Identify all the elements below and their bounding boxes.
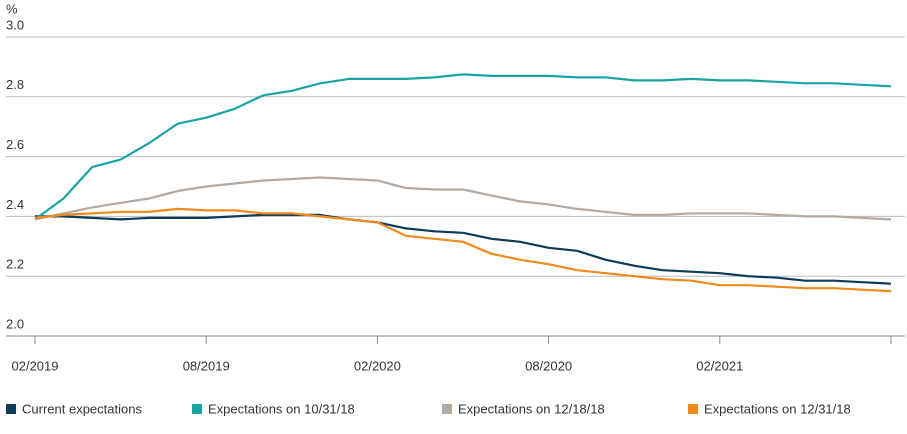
series-line — [35, 213, 892, 285]
y-tick-label: 2.6 — [6, 137, 24, 152]
series-line — [34, 73, 892, 221]
x-tick-label: 08/2020 — [525, 358, 572, 373]
legend-swatch — [688, 404, 698, 414]
y-tick-label: 2.0 — [6, 316, 24, 331]
legend-label: Expectations on 12/31/18 — [704, 401, 851, 416]
y-tick-label: 2.8 — [6, 77, 24, 92]
legend-swatch — [6, 404, 16, 414]
legend-label: Expectations on 10/31/18 — [208, 401, 355, 416]
x-tick-label: 02/2021 — [696, 358, 743, 373]
legend-label: Current expectations — [22, 401, 142, 416]
y-tick-label: 2.4 — [6, 197, 24, 212]
y-tick-label: 2.2 — [6, 257, 24, 272]
x-tick-label: 02/2020 — [354, 358, 401, 373]
legend-swatch — [192, 404, 202, 414]
x-tick-label: 08/2019 — [183, 358, 230, 373]
y-tick-label: 3.0 — [6, 17, 24, 32]
y-unit-label: % — [6, 1, 18, 16]
x-tick-label: 02/2019 — [12, 358, 59, 373]
legend-swatch — [442, 404, 452, 414]
series-line — [34, 176, 892, 221]
series-line — [34, 207, 892, 293]
legend-label: Expectations on 12/18/18 — [458, 401, 605, 416]
